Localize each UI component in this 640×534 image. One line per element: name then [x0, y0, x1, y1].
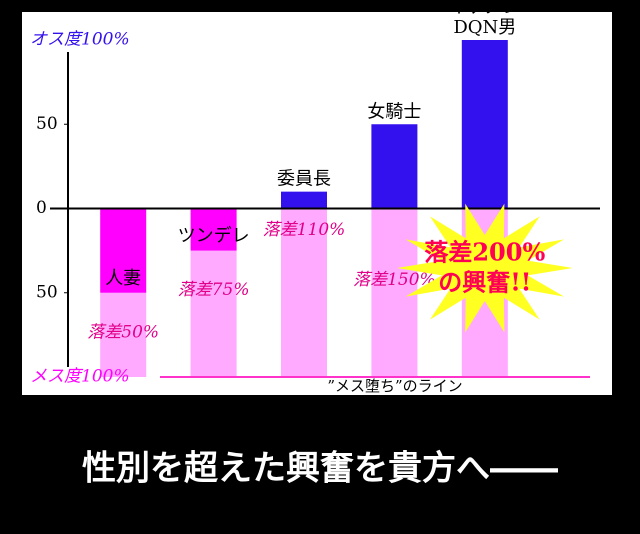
drop-label: 落差75% [178, 280, 250, 300]
y-tick-label: 50 [36, 114, 58, 134]
drop-label: 落差150% [353, 270, 436, 290]
drop-bar [371, 208, 418, 377]
drop-bar [100, 292, 147, 377]
bar [371, 124, 418, 209]
y-tick-label: オス度100% [30, 30, 130, 50]
burst-label: 落差200% [424, 238, 545, 267]
category-label: DQN男 [453, 17, 516, 38]
caption: 性別を超えた興奮を貴方へ―― [82, 449, 558, 489]
drop-bar [281, 208, 327, 377]
bar [281, 191, 327, 209]
bar [100, 208, 147, 293]
y-tick-label: 50 [36, 282, 58, 302]
drop-label: 落差50% [87, 322, 159, 342]
category-label: 人妻 [105, 268, 141, 289]
y-tick-label: 0 [36, 198, 47, 218]
drop-bar [190, 250, 237, 377]
category-label: イケメン [449, 0, 520, 18]
line-label: ”メス堕ち”のライン [327, 377, 462, 395]
bar [190, 208, 237, 251]
category-label: 委員長 [277, 169, 331, 190]
burst [396, 203, 573, 333]
category-label: 女騎士 [367, 101, 421, 122]
drop-label: 落差110% [263, 220, 346, 240]
burst-label: の興奮!! [438, 268, 531, 297]
category-label: ツンデレ [178, 226, 250, 247]
bar [461, 40, 508, 209]
y-tick-label: メス度100% [30, 367, 130, 387]
